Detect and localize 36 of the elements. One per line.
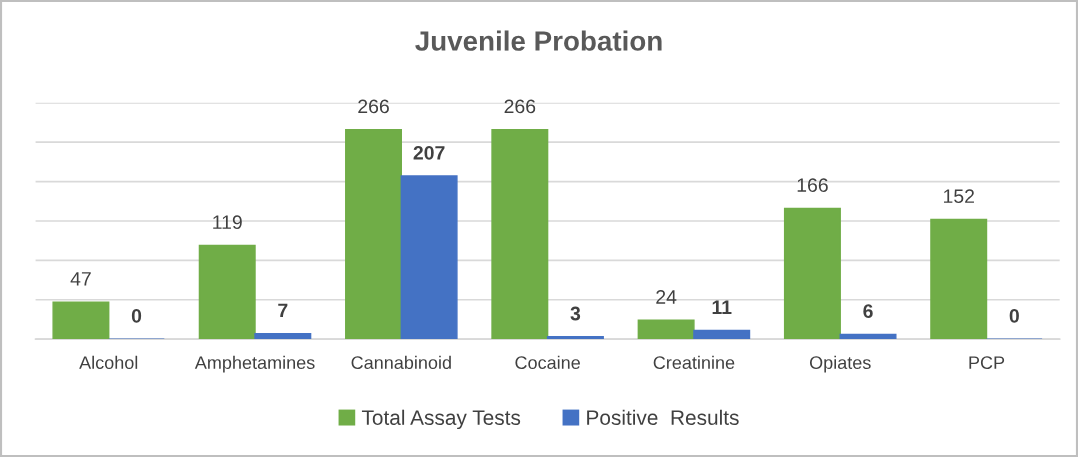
bar <box>400 175 458 340</box>
bar <box>345 128 403 340</box>
data-label: 11 <box>712 300 732 314</box>
bar <box>491 128 549 340</box>
bar <box>930 218 988 340</box>
x-tick-label: Creatinine <box>653 355 735 370</box>
data-label: 0 <box>1009 308 1019 323</box>
data-label: 166 <box>797 178 828 193</box>
bar <box>198 244 256 340</box>
x-tick-label: Amphetamines <box>194 355 315 373</box>
x-tick-label: Cannabinoid <box>351 355 451 370</box>
bar <box>783 207 841 340</box>
data-label: 0 <box>131 308 142 323</box>
data-label: 266 <box>358 99 389 114</box>
data-label: 119 <box>213 215 242 230</box>
bar <box>254 332 312 340</box>
x-tick-label: Alcohol <box>79 355 138 370</box>
bar <box>839 333 897 340</box>
x-tick-label: Cocaine <box>515 355 580 370</box>
legend-label: Total Assay Tests <box>361 409 521 430</box>
bar <box>637 319 695 340</box>
x-tick-label: Opiates <box>809 355 871 373</box>
data-label: 24 <box>656 290 677 304</box>
data-label: 7 <box>278 303 288 318</box>
bar <box>52 301 110 340</box>
legend-label: Positive Results <box>587 409 739 425</box>
x-tick-label: PCP <box>969 356 1005 370</box>
data-label: 6 <box>863 304 873 319</box>
data-label: 266 <box>504 99 536 114</box>
data-label: 152 <box>943 189 974 204</box>
data-label: 3 <box>570 306 581 321</box>
data-label: 207 <box>413 145 445 160</box>
bar <box>693 329 751 340</box>
bar <box>546 336 604 340</box>
data-label: 47 <box>70 272 91 286</box>
chart-title: Juvenile Probation <box>415 30 662 51</box>
